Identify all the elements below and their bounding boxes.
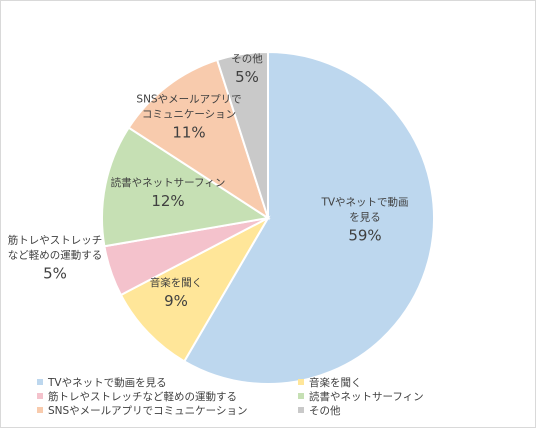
legend-item-5: SNSやメールアプリでコミュニケーション <box>37 405 247 417</box>
data-label-value: 5% <box>235 68 259 86</box>
data-label-value: 11% <box>172 124 205 142</box>
data-label-name: 読書やネットサーフィン <box>111 176 226 189</box>
legend-swatch <box>298 379 304 385</box>
data-label-name: など軽めの運動する <box>8 249 103 262</box>
data-label-6: その他 5% <box>231 52 263 86</box>
legend-swatch <box>37 407 43 413</box>
data-label-name: 音楽を聞く <box>150 276 203 289</box>
data-labels: TVやネットで動画を見る 59% 音楽を聞く 9% 筋トレやストレッチなど軽めの運動する… <box>8 52 409 310</box>
pie-slice-2 <box>119 215 271 363</box>
pie-slice-1 <box>182 50 435 385</box>
data-label-3: 筋トレやストレッチなど軽めの運動する 5% <box>8 234 103 283</box>
legend-item-3: 筋トレやストレッチなど軽めの運動する <box>37 390 237 403</box>
legend-swatch <box>298 407 304 413</box>
data-label-value: 5% <box>43 265 67 283</box>
legend-label: 音楽を聞く <box>309 376 362 389</box>
legend-label: TVやネットで動画を見る <box>47 376 167 389</box>
legend-item-6: その他 <box>298 404 341 417</box>
data-label-value: 9% <box>164 292 188 310</box>
data-label-4: 読書やネットサーフィン 12% <box>111 176 226 210</box>
data-label-1: TVやネットで動画を見る 59% <box>320 196 408 245</box>
legend-label: その他 <box>309 404 341 417</box>
legend-label: SNSやメールアプリでコミュニケーション <box>48 405 247 417</box>
data-label-5: SNSやメールアプリでコミュニケーション 11% <box>136 94 241 142</box>
data-label-value: 59% <box>348 227 381 245</box>
data-label-name: TVやネットで動画 <box>320 196 408 209</box>
data-label-value: 12% <box>151 192 184 210</box>
legend-item-2: 音楽を聞く <box>298 376 362 389</box>
legend-swatch <box>298 393 304 399</box>
data-label-name: 筋トレやストレッチ <box>8 234 103 247</box>
legend-item-4: 読書やネットサーフィン <box>298 390 424 403</box>
data-label-name: SNSやメールアプリで <box>136 94 241 106</box>
legend-item-1: TVやネットで動画を見る <box>37 376 167 389</box>
pie-slices <box>101 50 435 385</box>
data-label-name: を見る <box>349 212 381 224</box>
pie-slice-4 <box>101 126 271 248</box>
data-label-name: その他 <box>231 52 263 65</box>
data-label-2: 音楽を聞く 9% <box>150 276 203 310</box>
legend-label: 読書やネットサーフィン <box>309 390 424 403</box>
legend-swatch <box>37 393 43 399</box>
legend-label: 筋トレやストレッチなど軽めの運動する <box>48 390 237 403</box>
legend-swatch <box>37 379 43 385</box>
pie-slice-6 <box>215 50 269 219</box>
pie-slice-5 <box>127 58 270 221</box>
data-label-name: コミュニケーション <box>142 109 236 121</box>
